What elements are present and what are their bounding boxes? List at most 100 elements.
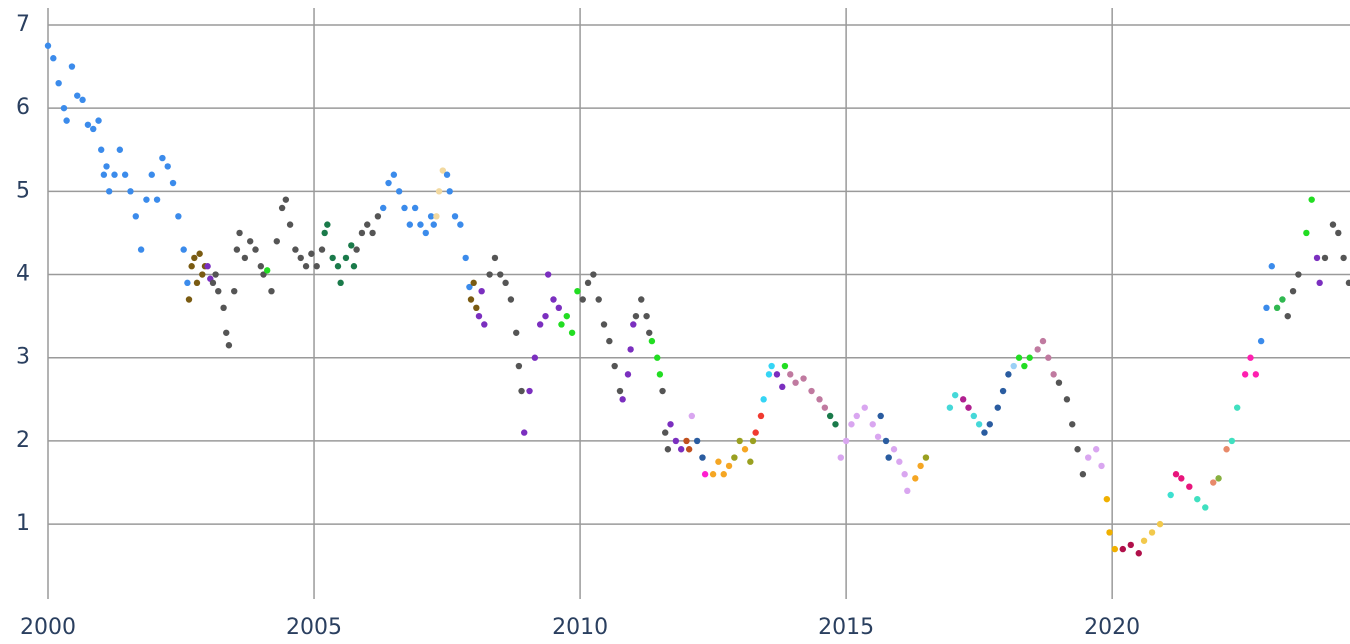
- point: [832, 421, 839, 428]
- point: [103, 163, 110, 170]
- point: [837, 454, 844, 461]
- y-tick-label: 1: [16, 511, 30, 536]
- point: [395, 188, 403, 195]
- point: [630, 321, 637, 328]
- x-tick-label: 2010: [552, 615, 608, 640]
- point: [531, 354, 539, 361]
- point: [308, 250, 315, 257]
- point: [720, 471, 727, 478]
- point: [999, 387, 1007, 395]
- point: [747, 458, 754, 465]
- point: [1223, 446, 1230, 453]
- point: [1321, 254, 1329, 262]
- point: [715, 458, 722, 465]
- point: [701, 471, 709, 478]
- point: [521, 429, 528, 436]
- point: [584, 279, 592, 287]
- point: [196, 250, 203, 257]
- point: [74, 92, 81, 99]
- point: [411, 204, 419, 212]
- point: [725, 462, 733, 470]
- point: [1010, 362, 1017, 370]
- point: [1092, 446, 1100, 453]
- point: [127, 188, 134, 195]
- point: [446, 188, 453, 195]
- x-tick-label: 2000: [20, 615, 76, 640]
- point: [470, 279, 477, 287]
- point: [970, 412, 978, 420]
- point: [358, 229, 366, 237]
- point: [1228, 437, 1236, 445]
- point: [79, 96, 86, 104]
- point: [986, 421, 993, 428]
- point: [1063, 396, 1071, 403]
- point: [600, 321, 608, 328]
- point: [959, 396, 967, 403]
- point: [1202, 504, 1209, 511]
- point: [558, 321, 565, 328]
- point: [1135, 550, 1142, 557]
- point: [406, 221, 414, 228]
- point: [981, 429, 988, 436]
- point: [292, 246, 299, 253]
- point: [55, 79, 62, 87]
- point: [486, 271, 493, 278]
- point: [1340, 254, 1347, 262]
- x-tick-label: 2015: [818, 615, 874, 640]
- point: [220, 304, 227, 312]
- point: [153, 196, 161, 203]
- point: [643, 312, 650, 320]
- point: [1186, 483, 1193, 490]
- point: [616, 387, 624, 395]
- point: [443, 171, 451, 178]
- point: [595, 296, 602, 303]
- point: [374, 213, 382, 220]
- point: [526, 387, 533, 395]
- point: [1257, 337, 1265, 345]
- point: [334, 263, 342, 270]
- point: [1273, 304, 1281, 312]
- point: [337, 279, 344, 287]
- point: [223, 329, 230, 336]
- point: [1005, 371, 1012, 378]
- point: [896, 458, 903, 465]
- point: [1284, 312, 1291, 320]
- point: [252, 246, 259, 253]
- point: [590, 271, 597, 278]
- point: [869, 421, 876, 428]
- point: [574, 287, 581, 295]
- point: [90, 125, 97, 133]
- point: [994, 404, 1001, 411]
- point: [1079, 471, 1087, 478]
- point: [965, 404, 972, 411]
- point: [1210, 479, 1217, 486]
- point: [672, 437, 680, 445]
- point: [606, 337, 613, 345]
- point: [209, 279, 217, 287]
- point: [917, 462, 924, 470]
- point: [282, 196, 290, 203]
- point: [478, 287, 485, 295]
- point: [439, 167, 447, 174]
- point: [1119, 545, 1127, 553]
- point: [427, 213, 435, 220]
- point: [709, 471, 717, 478]
- point: [348, 242, 355, 249]
- point: [1233, 404, 1241, 411]
- point: [513, 329, 520, 336]
- point: [143, 196, 150, 203]
- point: [507, 296, 515, 303]
- point: [816, 396, 823, 403]
- point: [451, 213, 459, 220]
- point: [422, 229, 429, 237]
- point: [286, 221, 294, 228]
- point: [467, 296, 475, 303]
- point: [84, 121, 92, 128]
- point: [502, 279, 509, 287]
- point: [874, 433, 882, 440]
- point: [1313, 254, 1321, 262]
- point: [882, 437, 890, 445]
- y-tick-label: 5: [16, 178, 30, 203]
- point: [731, 454, 738, 461]
- point: [693, 437, 701, 445]
